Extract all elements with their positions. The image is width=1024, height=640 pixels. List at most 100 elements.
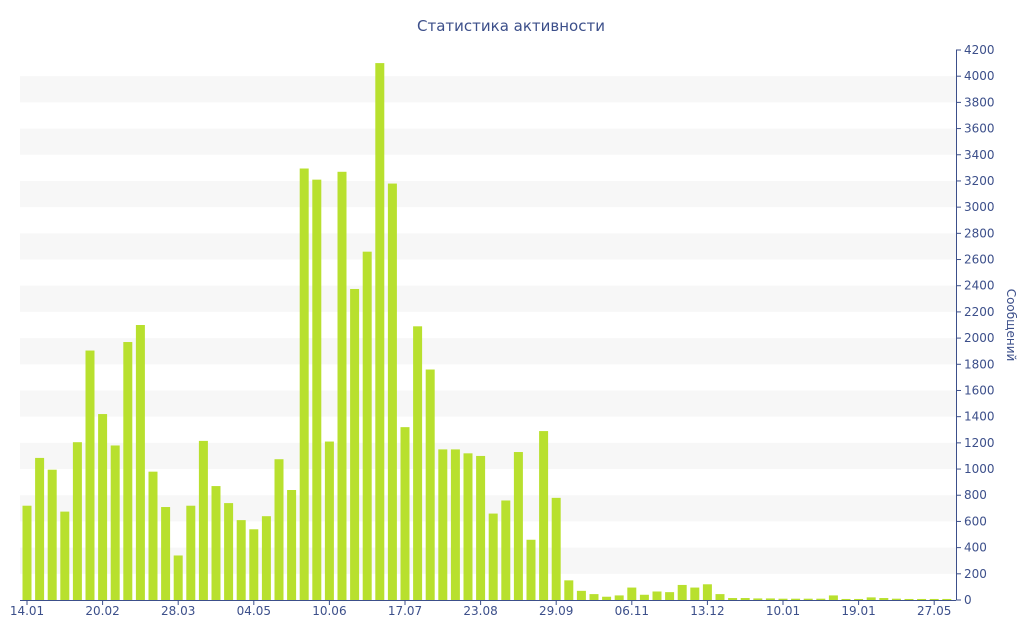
bar [476,455,486,600]
grid-band [20,390,956,417]
bar [47,469,57,600]
bar [375,63,385,601]
bar [929,598,939,600]
y-tick-label: 800 [964,488,987,502]
bar [526,539,536,600]
grid-band [20,128,956,155]
bar [639,594,649,600]
x-tick-label: 27.05 [917,604,951,618]
x-tick-label: 20.02 [85,604,119,618]
bar [211,486,221,600]
bar [917,598,927,600]
y-tick-label: 3600 [964,122,995,136]
y-tick-label: 600 [964,514,987,528]
bar [778,598,788,600]
bar [828,595,838,600]
y-tick-label: 200 [964,567,987,581]
bar [249,529,259,600]
x-tick-label: 14.01 [10,604,44,618]
grid-band [20,76,956,103]
y-tick-label: 3400 [964,148,995,162]
y-tick-label: 400 [964,541,987,555]
bar [841,598,851,600]
bar [715,594,725,600]
bar [135,325,145,600]
x-tick-label: 23.08 [463,604,497,618]
grid-band [20,233,956,260]
bar [539,431,549,600]
bar [753,598,763,600]
bar [702,584,712,600]
bar [148,471,158,600]
x-tick-label: 13.12 [690,604,724,618]
y-tick-label: 4000 [964,69,995,83]
bar [589,594,599,600]
bar [224,503,234,600]
bar [72,442,82,600]
bar-series [22,63,952,601]
bar [22,505,32,600]
x-tick-label: 06.11 [615,604,649,618]
y-tick-label: 1000 [964,462,995,476]
bar [387,183,397,601]
bar [488,513,498,600]
bar [173,555,183,600]
bar [564,580,574,600]
bar [728,598,738,600]
bar [677,584,687,600]
grid-band [20,547,956,574]
bar [816,598,826,600]
bar [362,251,372,600]
bar [614,595,624,600]
bar [551,497,561,600]
x-tick-label: 10.06 [312,604,346,618]
bar [665,592,675,600]
bar [236,520,246,600]
bar [274,459,284,600]
y-tick-label: 2800 [964,226,995,240]
y-tick-label: 2200 [964,305,995,319]
bar [791,598,801,600]
bar [312,179,322,600]
bar [866,597,876,600]
bar [450,449,460,600]
grid-band [20,495,956,522]
bar [513,452,523,600]
x-tick-label: 17.07 [388,604,422,618]
y-tick-label: 4200 [964,43,995,57]
grid-band [20,442,956,470]
bar [803,598,813,600]
y-axis-title: Сообщений [1004,289,1018,362]
bar [879,598,889,600]
x-tick-label: 28.03 [161,604,195,618]
y-tick-label: 2400 [964,279,995,293]
bar [123,342,133,600]
bar [98,414,108,600]
grid-band [20,180,956,208]
y-tick-label: 1800 [964,357,995,371]
bar [765,598,775,600]
bar [501,500,511,600]
bar [110,445,120,600]
bar [627,587,637,600]
y-tick-label: 2000 [964,331,995,345]
grid-bands [20,76,956,574]
bar [438,449,448,600]
bar [425,369,435,600]
y-tick-label: 1400 [964,410,995,424]
y-tick-label: 3800 [964,95,995,109]
y-tick-label: 2600 [964,253,995,267]
bar [463,453,473,600]
bar [413,326,423,600]
bar [337,171,347,601]
bar [652,591,662,600]
bar [324,441,334,600]
y-tick-label: 1600 [964,383,995,397]
x-tick-label: 04.05 [237,604,271,618]
bar [161,507,171,600]
bar [891,598,901,600]
x-tick-label: 29.09 [539,604,573,618]
bar [904,598,914,600]
